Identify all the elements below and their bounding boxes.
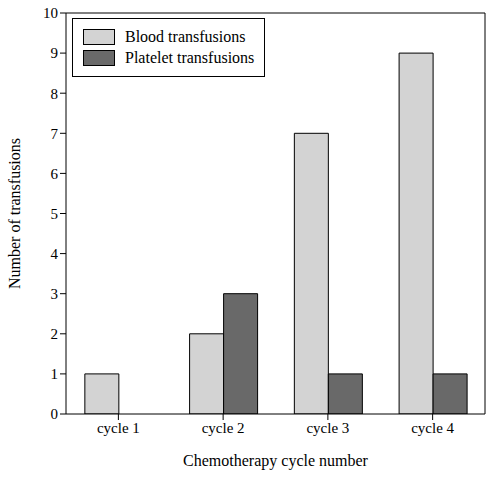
svg-text:1: 1 [51,366,59,382]
svg-text:2: 2 [51,326,59,342]
svg-text:10: 10 [43,5,58,21]
svg-text:5: 5 [51,206,59,222]
svg-text:cycle 3: cycle 3 [306,420,349,436]
svg-text:7: 7 [51,126,59,142]
html-text:Blood transfusions: Blood transfusions [125,28,246,45]
svg-text:Number of transfusions: Number of transfusions [8,138,23,289]
svg-text:cycle 2: cycle 2 [202,420,245,436]
svg-text:4: 4 [51,246,59,262]
svg-text:6: 6 [51,166,59,182]
svg-text:3: 3 [51,286,59,302]
html-text:Platelet transfusions: Platelet transfusions [125,49,255,66]
svg-text:9: 9 [51,45,59,61]
svg-text:cycle 1: cycle 1 [97,420,140,436]
svg-text:cycle 4: cycle 4 [411,420,454,436]
svg-text:0: 0 [51,406,59,422]
svg-text:Chemotherapy cycle number: Chemotherapy cycle number [183,452,368,470]
svg-text:8: 8 [51,86,59,102]
